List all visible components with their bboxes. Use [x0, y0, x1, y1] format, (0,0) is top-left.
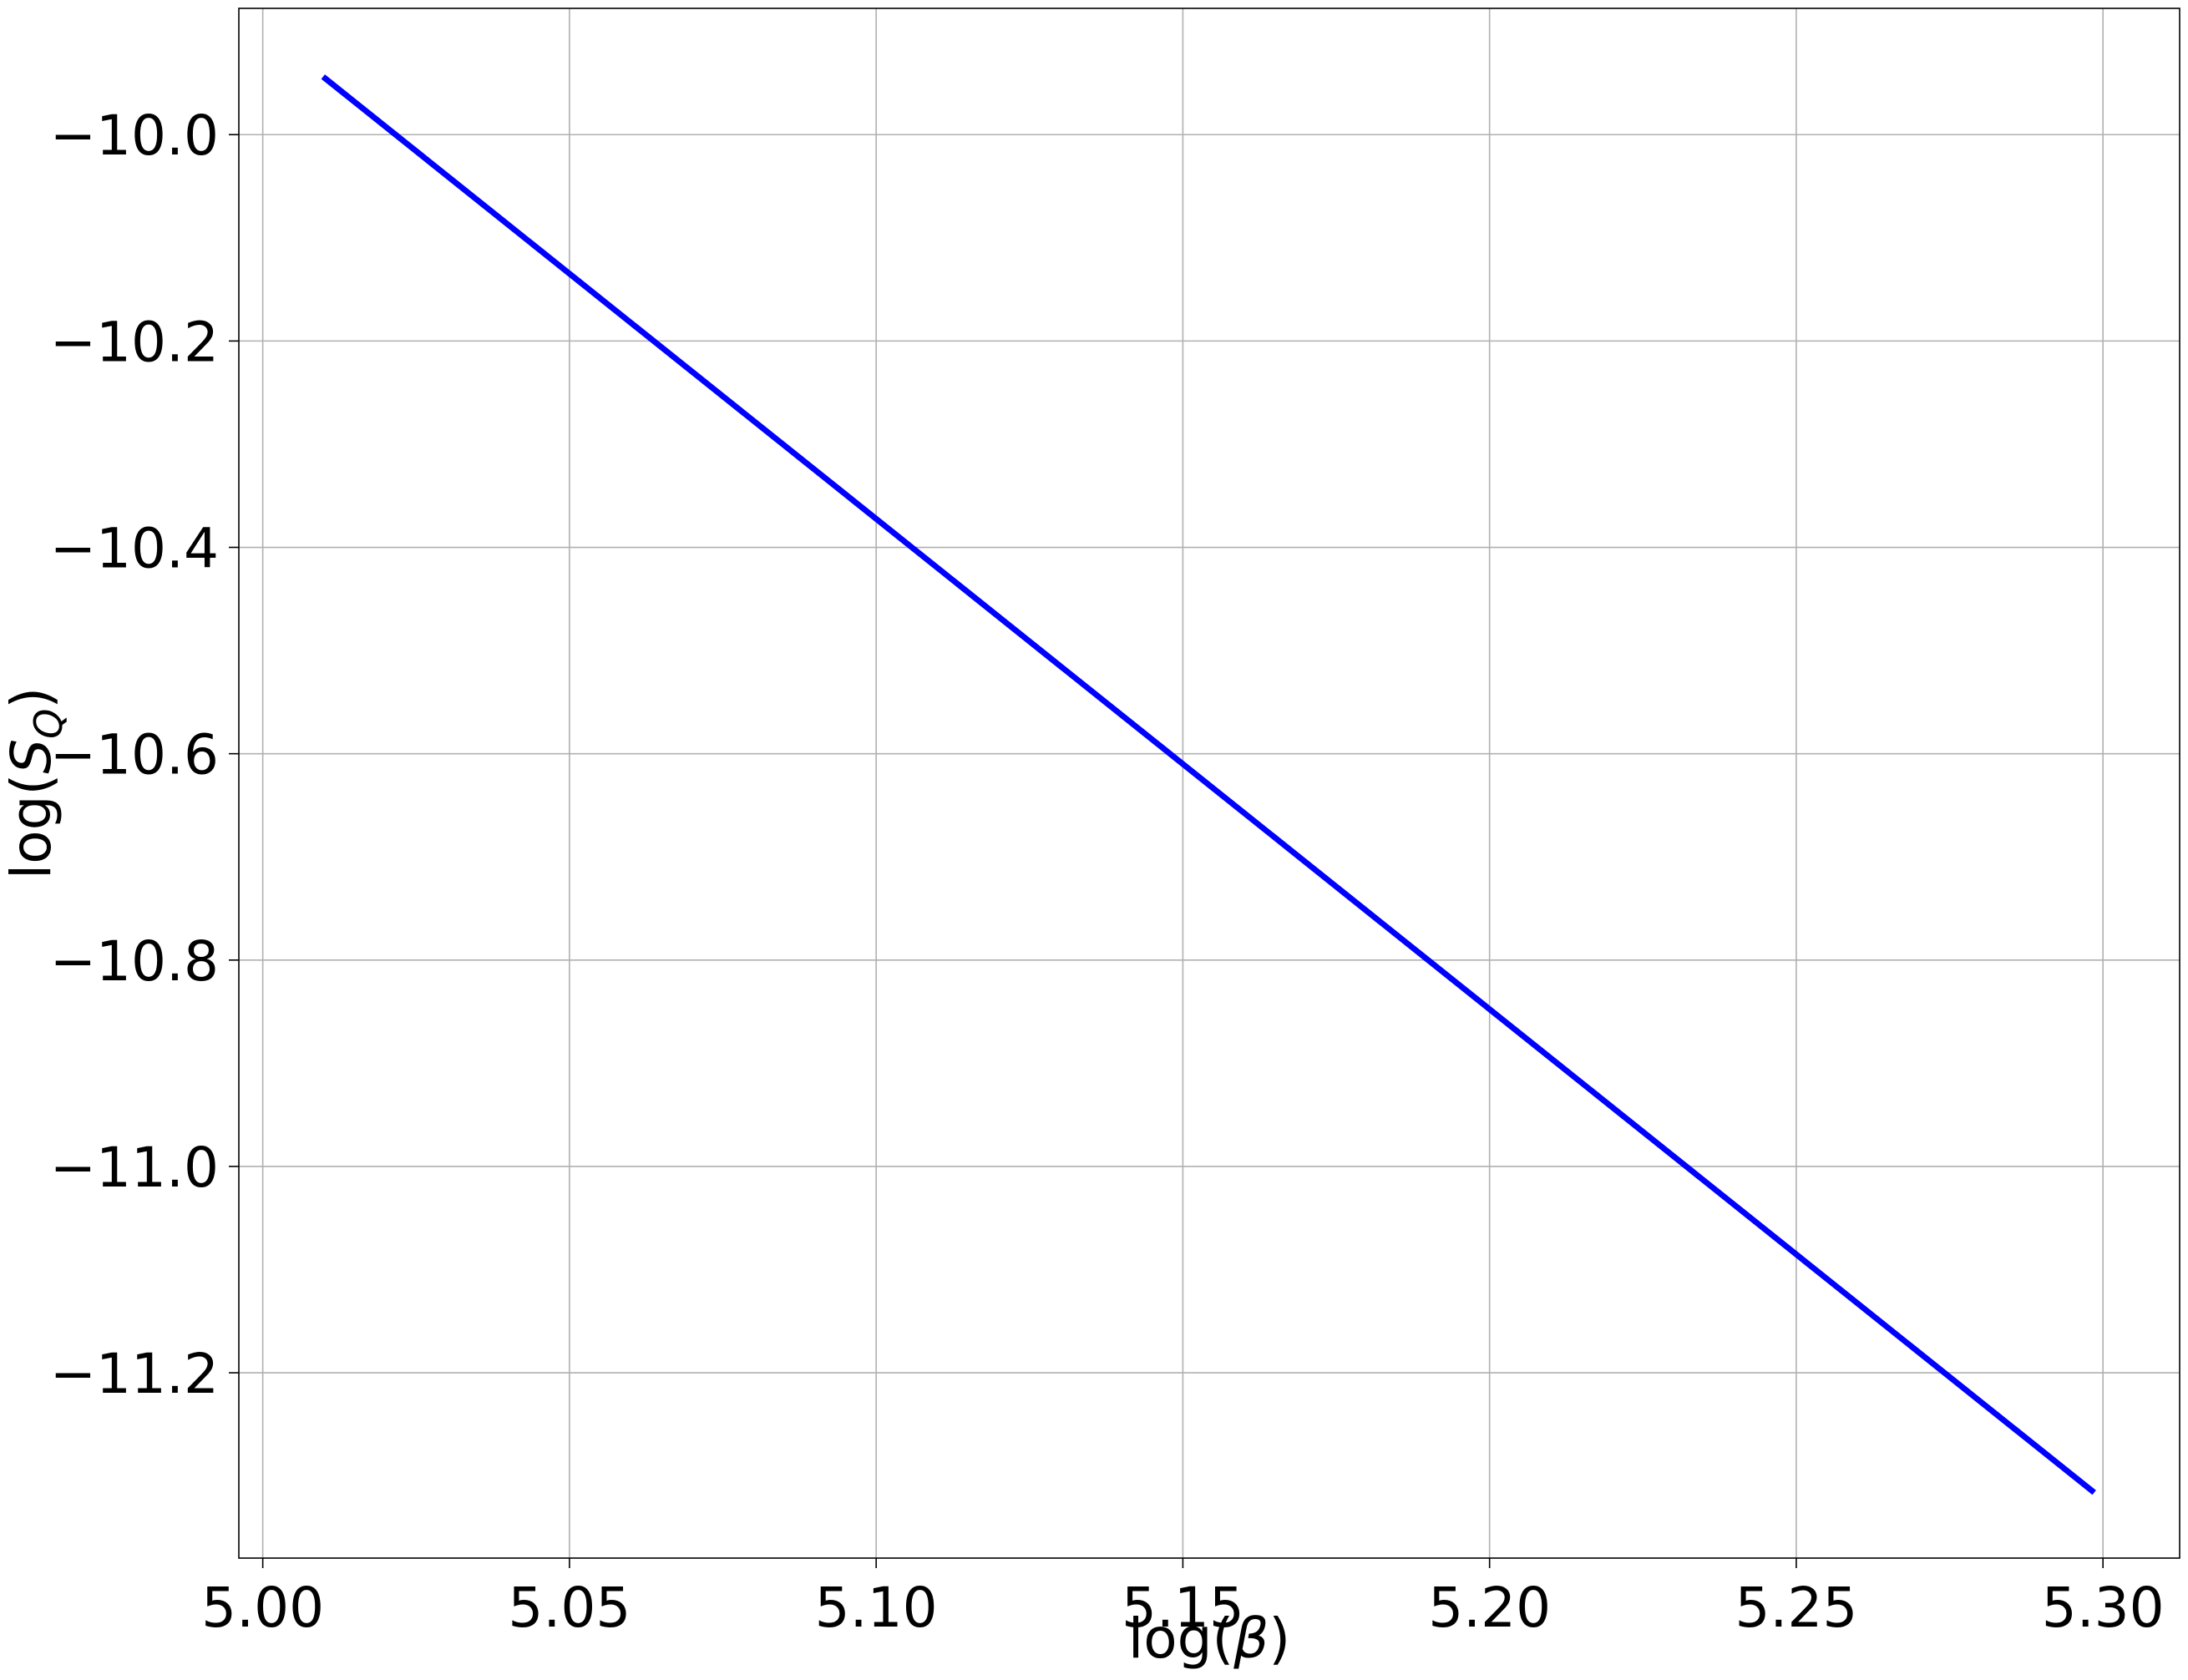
data-line — [321, 74, 2096, 1495]
plot-frame — [238, 8, 2180, 1559]
x-tick-label: 5.05 — [508, 1576, 631, 1640]
x-label-prefix: log( — [1128, 1607, 1233, 1671]
x-tick-label: 5.00 — [201, 1576, 324, 1640]
x-tick-label: 5.25 — [1735, 1576, 1857, 1640]
y-label-suffix: ) — [0, 687, 63, 709]
y-label-symbol: S — [0, 739, 63, 774]
y-tick-label: −11.2 — [50, 1342, 219, 1406]
x-tick-label: 5.10 — [815, 1576, 938, 1640]
y-axis-label: log(SQ) — [0, 687, 71, 879]
y-tick-label: −10.4 — [50, 517, 219, 581]
x-label-symbol: β — [1233, 1607, 1269, 1671]
y-label-subscript: Q — [26, 709, 71, 739]
y-tick-label: −10.0 — [50, 104, 219, 168]
x-label-suffix: ) — [1269, 1607, 1290, 1671]
y-tick-label: −10.6 — [50, 723, 219, 787]
x-tick-label: 5.30 — [2042, 1576, 2165, 1640]
y-tick-label: −10.2 — [50, 310, 219, 374]
x-axis-label: log(β) — [1128, 1607, 1290, 1671]
y-tick-label: −10.8 — [50, 929, 219, 994]
x-tick-label: 5.20 — [1428, 1576, 1551, 1640]
y-label-prefix: log( — [0, 774, 63, 879]
x-tick-label: 5.15 — [1122, 1576, 1244, 1640]
y-tick-label: −11.0 — [50, 1136, 219, 1200]
